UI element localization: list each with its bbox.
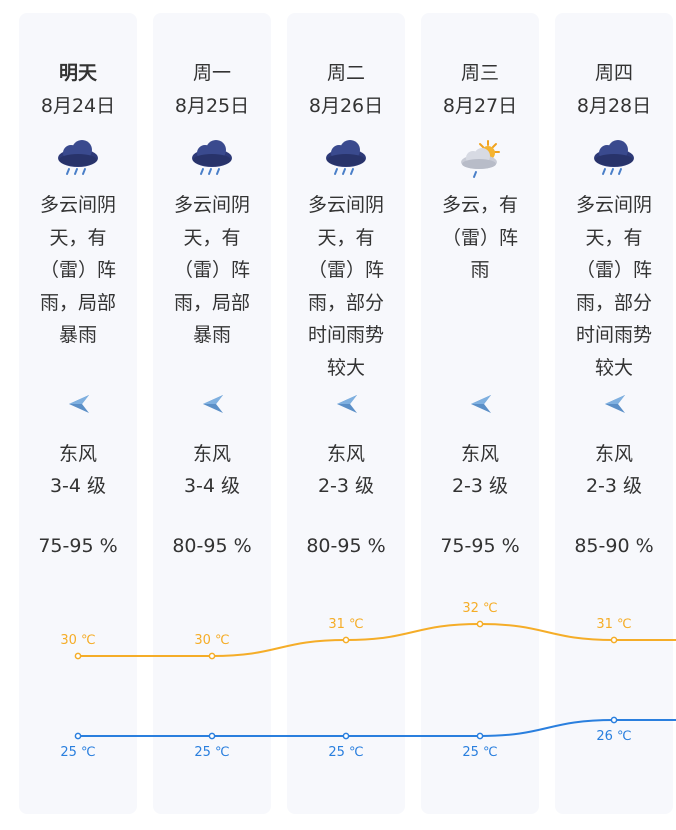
day-name: 周三 bbox=[460, 62, 499, 84]
weather-description: 多云间阴天，有（雷）阵雨，部分时间雨势较大 bbox=[307, 194, 384, 379]
wind-level: 3-4 级 bbox=[49, 475, 107, 497]
wind-direction-arrow-icon bbox=[605, 395, 625, 413]
heavy-rain-cloud-icon bbox=[192, 140, 232, 175]
humidity: 80-95 % bbox=[306, 535, 386, 557]
forecast-day-column: 周一 8月25日 多云间阴天，有（雷）阵雨，局部暴雨 东风 3-4 级 80-9… bbox=[153, 13, 271, 814]
forecast-day-column: 周二 8月26日 多云间阴天，有（雷）阵雨，部分时间雨势较大 东风 2-3 级 … bbox=[287, 13, 405, 814]
wind-level: 2-3 级 bbox=[451, 475, 509, 497]
humidity: 85-90 % bbox=[574, 535, 654, 557]
day-date: 8月27日 bbox=[442, 95, 518, 117]
day-date: 8月28日 bbox=[576, 95, 652, 117]
day-name: 周四 bbox=[594, 62, 633, 84]
wind-direction: 东风 bbox=[58, 443, 97, 465]
humidity: 80-95 % bbox=[172, 535, 252, 557]
weather-description: 多云间阴天，有（雷）阵雨，部分时间雨势较大 bbox=[575, 194, 652, 379]
day-name: 明天 bbox=[58, 62, 97, 84]
day-date: 8月24日 bbox=[40, 95, 116, 117]
wind-direction: 东风 bbox=[326, 443, 365, 465]
wind-level: 2-3 级 bbox=[585, 475, 643, 497]
forecast-day-column: 明天 8月24日 多云间阴天，有（雷）阵雨，局部暴雨 东风 3-4 级 75-9… bbox=[19, 13, 137, 814]
day-name: 周一 bbox=[192, 62, 231, 84]
wind-direction: 东风 bbox=[460, 443, 499, 465]
forecast-day-column: 周四 8月28日 多云间阴天，有（雷）阵雨，部分时间雨势较大 东风 2-3 级 … bbox=[555, 13, 673, 814]
wind-direction-arrow-icon bbox=[203, 395, 223, 413]
weather-description: 多云，有（雷）阵雨 bbox=[441, 194, 518, 281]
forecast-day-column: 周三 8月27日 多云，有（雷）阵雨 东风 2-3 级 75-95 % bbox=[421, 13, 539, 814]
weather-description: 多云间阴天，有（雷）阵雨，局部暴雨 bbox=[39, 194, 116, 346]
humidity: 75-95 % bbox=[38, 535, 118, 557]
wind-direction-arrow-icon bbox=[471, 395, 491, 413]
weather-description: 多云间阴天，有（雷）阵雨，局部暴雨 bbox=[173, 194, 250, 346]
heavy-rain-cloud-icon bbox=[58, 140, 98, 175]
wind-direction: 东风 bbox=[192, 443, 231, 465]
day-name: 周二 bbox=[326, 62, 365, 84]
heavy-rain-cloud-icon bbox=[594, 140, 634, 175]
wind-direction-arrow-icon bbox=[69, 395, 89, 413]
humidity: 75-95 % bbox=[440, 535, 520, 557]
wind-direction: 东风 bbox=[594, 443, 633, 465]
wind-level: 2-3 级 bbox=[317, 475, 375, 497]
sun-cloud-rain-icon bbox=[461, 140, 500, 178]
wind-level: 3-4 级 bbox=[183, 475, 241, 497]
heavy-rain-cloud-icon bbox=[326, 140, 366, 175]
day-date: 8月25日 bbox=[174, 95, 250, 117]
day-date: 8月26日 bbox=[308, 95, 384, 117]
wind-direction-arrow-icon bbox=[337, 395, 357, 413]
